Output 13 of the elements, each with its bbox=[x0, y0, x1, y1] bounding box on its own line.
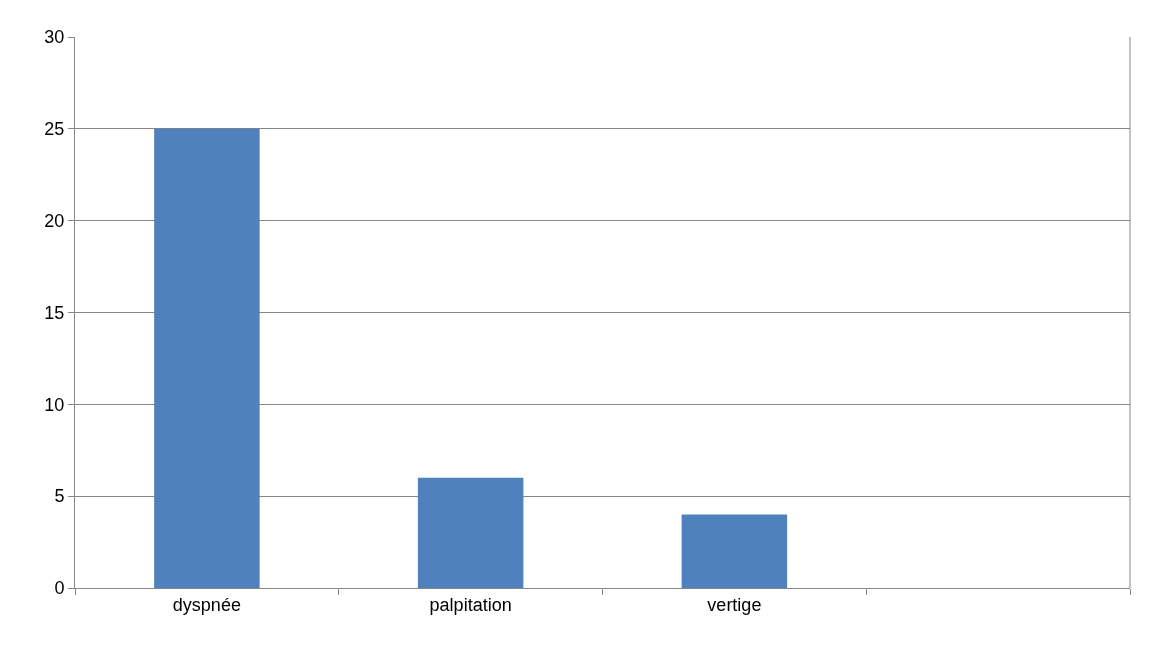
bar bbox=[417, 477, 524, 588]
y-tick-label: 10 bbox=[44, 394, 65, 415]
x-tick-label: dyspnée bbox=[172, 594, 241, 615]
y-tick-label: 5 bbox=[54, 486, 65, 507]
y-tick-label: 15 bbox=[44, 302, 65, 323]
y-tick-label: 0 bbox=[54, 578, 65, 599]
y-tick-label: 25 bbox=[44, 119, 65, 140]
x-tick-label: vertige bbox=[707, 594, 762, 615]
x-tick-label: palpitation bbox=[429, 594, 512, 615]
bar bbox=[681, 514, 788, 588]
y-tick-label: 30 bbox=[44, 27, 65, 48]
y-tick-label: 20 bbox=[44, 210, 65, 231]
bar bbox=[154, 128, 260, 588]
